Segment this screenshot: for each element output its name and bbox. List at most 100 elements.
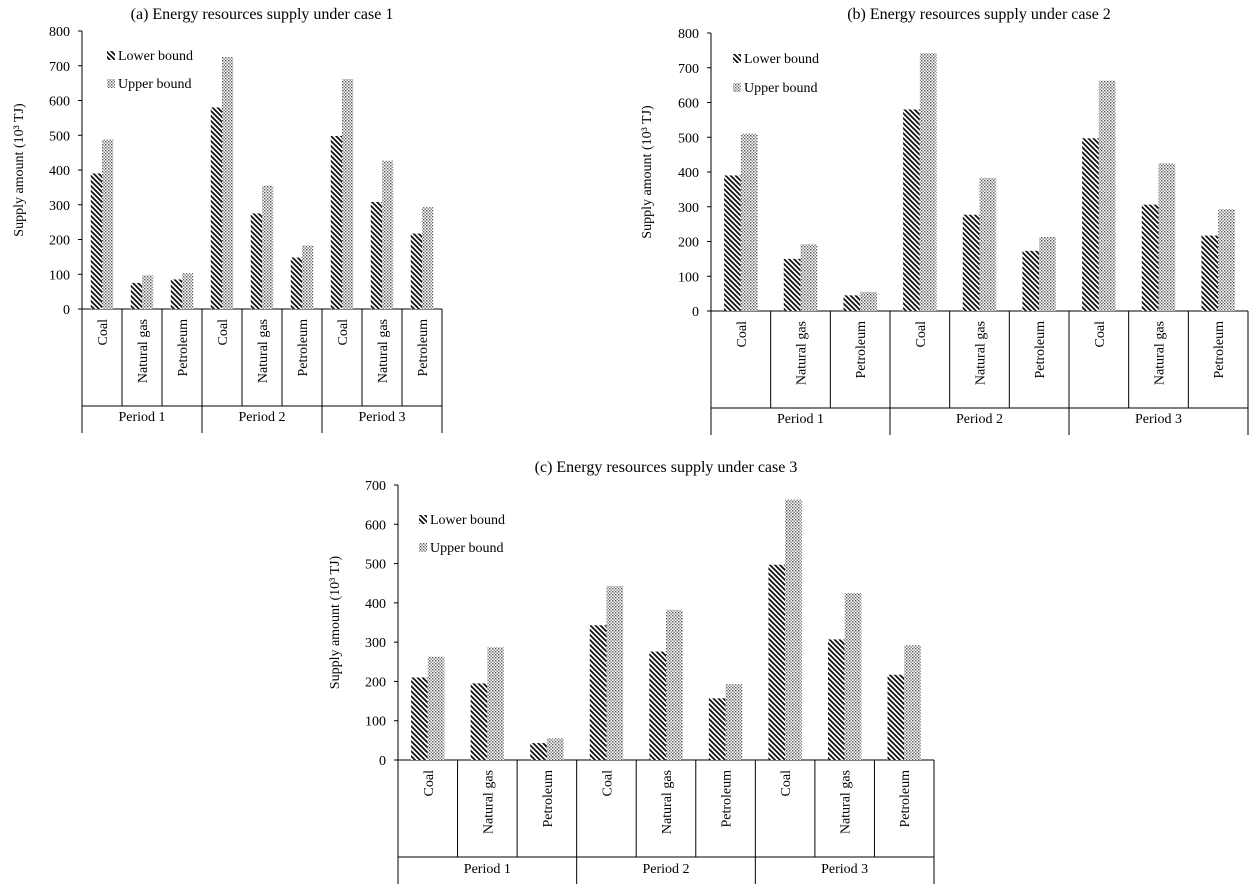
y-tick-label: 200: [365, 675, 386, 690]
bar-upper-bound: [860, 291, 877, 311]
bar-lower-bound: [768, 564, 786, 760]
y-tick-label: 600: [365, 518, 386, 533]
y-tick-label: 600: [49, 95, 70, 110]
chart-panel-2: (b) Energy resources supply under case 2…: [640, 6, 1249, 435]
y-tick-label: 500: [365, 558, 386, 573]
y-tick-label: 400: [678, 166, 699, 181]
y-tick-label: 100: [678, 270, 699, 285]
bar-upper-bound: [904, 645, 921, 760]
bar-lower-bound: [250, 213, 262, 309]
chart-panel-1: (a) Energy resources supply under case 1…: [12, 6, 443, 433]
legend-swatch-upper: [733, 83, 741, 92]
y-axis-label: Supply amount (10³ TJ): [12, 103, 27, 237]
category-label: Coal: [422, 770, 437, 797]
bar-lower-bound: [843, 295, 861, 311]
legend-swatch-upper: [419, 543, 427, 552]
category-label: Petroleum: [416, 319, 431, 377]
category-label: Natural gas: [481, 770, 496, 834]
legend-label-upper: Upper bound: [744, 81, 818, 96]
category-label: Petroleum: [898, 770, 913, 828]
legend-label-upper: Upper bound: [118, 77, 192, 92]
bar-lower-bound: [130, 282, 142, 309]
chart-panel-3: (c) Energy resources supply under case 3…: [328, 459, 935, 884]
category-label: Natural gas: [256, 319, 271, 383]
y-tick-label: 600: [678, 97, 699, 112]
bar-upper-bound: [222, 57, 234, 309]
bar-lower-bound: [1201, 235, 1219, 311]
y-tick-label: 0: [63, 303, 70, 318]
category-label: Natural gas: [795, 321, 810, 385]
category-label: Natural gas: [974, 321, 989, 385]
bar-lower-bound: [470, 683, 488, 760]
y-tick-label: 400: [49, 164, 70, 179]
group-label: Period 1: [464, 862, 511, 877]
bar-lower-bound: [903, 109, 920, 311]
legend-label-lower: Lower bound: [430, 513, 505, 528]
bar-upper-bound: [102, 139, 114, 309]
bar-upper-bound: [725, 684, 743, 760]
bar-lower-bound: [410, 233, 422, 309]
legend-swatch-lower: [107, 51, 115, 60]
category-label: Natural gas: [376, 319, 391, 383]
category-label: Coal: [96, 319, 111, 346]
bar-upper-bound: [422, 207, 434, 309]
bar-upper-bound: [919, 53, 937, 311]
bar-upper-bound: [302, 245, 314, 309]
y-tick-label: 0: [692, 305, 699, 320]
category-label: Natural gas: [660, 770, 675, 834]
bar-lower-bound: [708, 698, 726, 760]
y-axis-label: Supply amount (10³ TJ): [328, 555, 343, 689]
legend-label-lower: Lower bound: [118, 49, 193, 64]
legend-swatch-lower: [733, 54, 741, 63]
bar-lower-bound: [530, 743, 547, 760]
category-label: Petroleum: [296, 319, 311, 377]
group-label: Period 3: [821, 862, 868, 877]
y-tick-label: 800: [678, 27, 699, 42]
bar-lower-bound: [887, 674, 905, 760]
group-label: Period 1: [118, 410, 165, 425]
bar-lower-bound: [411, 677, 428, 760]
bar-lower-bound: [1082, 138, 1099, 311]
category-label: Coal: [779, 770, 794, 797]
bar-lower-bound: [90, 173, 102, 309]
y-tick-label: 500: [678, 131, 699, 146]
y-tick-label: 700: [365, 479, 386, 494]
y-tick-label: 500: [49, 129, 70, 144]
y-tick-label: 200: [49, 234, 70, 249]
y-tick-label: 300: [49, 199, 70, 214]
group-label: Period 3: [358, 410, 405, 425]
chart-title: (c) Energy resources supply under case 3: [535, 459, 798, 476]
bar-lower-bound: [783, 258, 801, 311]
legend-label-upper: Upper bound: [430, 541, 504, 556]
bar-upper-bound: [487, 647, 505, 760]
bar-lower-bound: [1022, 250, 1040, 311]
bar-upper-bound: [800, 244, 818, 311]
category-label: Petroleum: [541, 770, 556, 828]
legend-swatch-upper: [107, 79, 115, 88]
bar-upper-bound: [142, 275, 154, 309]
bar-lower-bound: [1141, 204, 1159, 311]
category-label: Coal: [735, 321, 750, 348]
category-label: Natural gas: [1153, 321, 1168, 385]
bar-lower-bound: [290, 257, 302, 309]
group-label: Period 2: [642, 862, 689, 877]
bar-upper-bound: [844, 593, 862, 760]
group-label: Period 2: [956, 412, 1003, 427]
bar-lower-bound: [649, 651, 666, 760]
chart-title: (a) Energy resources supply under case 1: [131, 6, 394, 23]
y-tick-label: 400: [365, 597, 386, 612]
category-label: Natural gas: [136, 319, 151, 383]
bar-upper-bound: [546, 738, 564, 760]
bar-lower-bound: [724, 175, 741, 311]
bar-lower-bound: [370, 201, 382, 309]
y-tick-label: 0: [379, 754, 386, 769]
category-label: Coal: [1093, 321, 1108, 348]
bar-upper-bound: [785, 499, 802, 760]
chart-title: (b) Energy resources supply under case 2: [847, 6, 1111, 23]
bar-upper-bound: [382, 160, 394, 309]
bar-lower-bound: [827, 639, 845, 760]
y-tick-label: 100: [365, 715, 386, 730]
category-label: Coal: [914, 321, 929, 348]
bar-upper-bound: [1098, 80, 1116, 311]
